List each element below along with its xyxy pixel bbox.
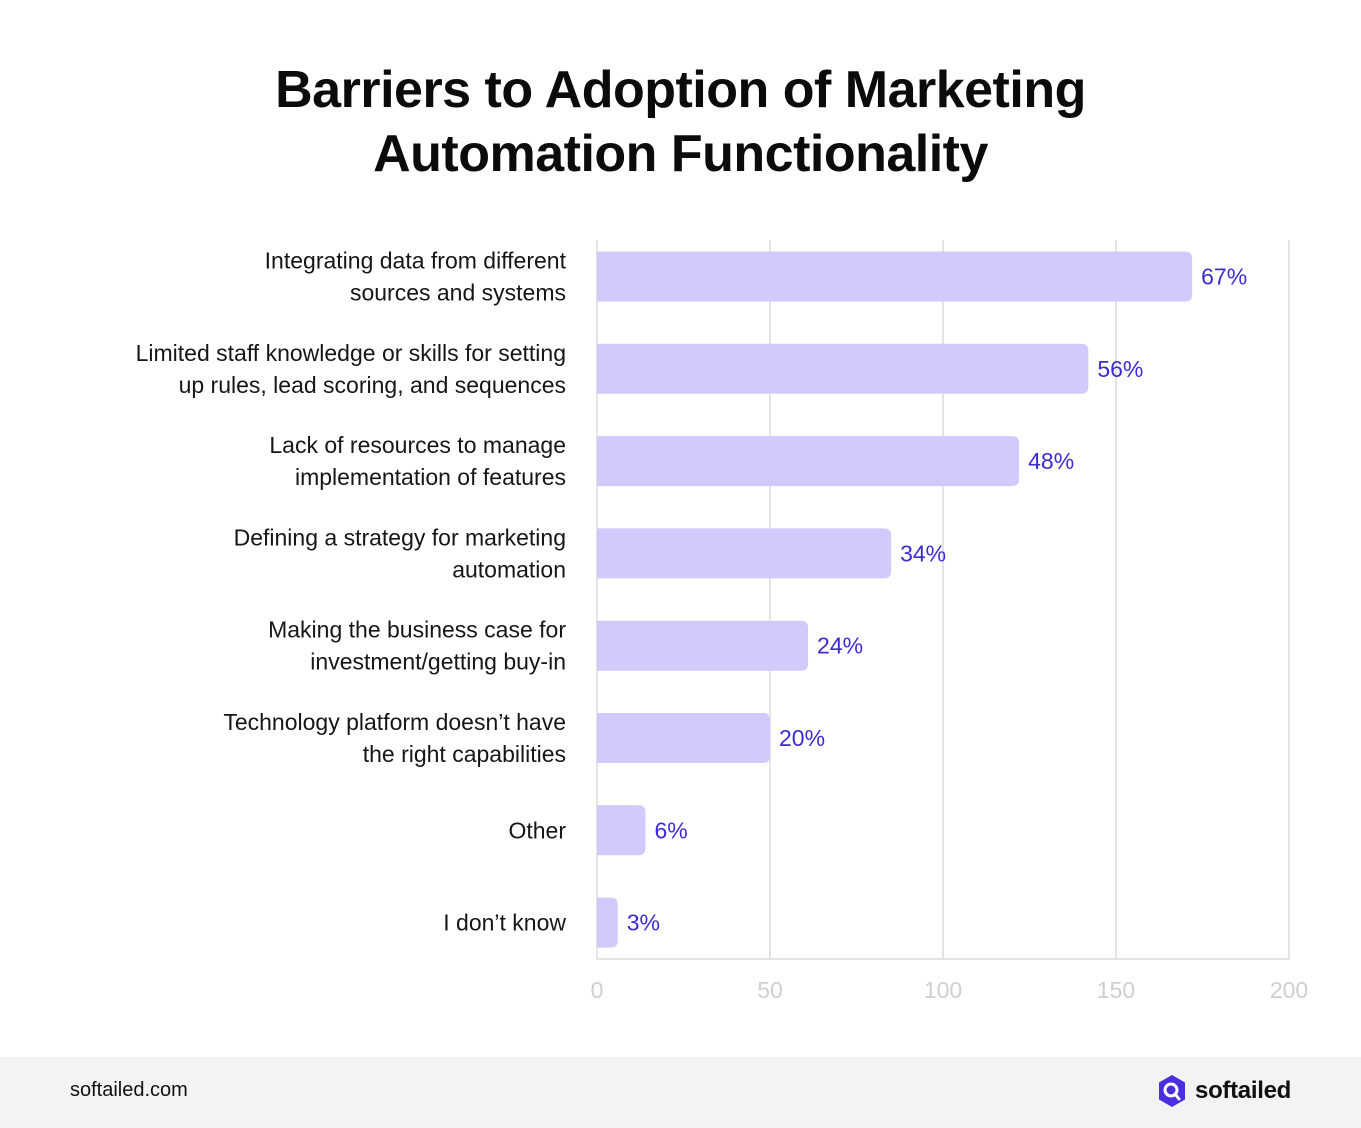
footer: softailed.com softailed bbox=[0, 1057, 1361, 1128]
bar-5 bbox=[597, 620, 809, 671]
bar-3 bbox=[597, 436, 1020, 487]
value-label-7: 6% bbox=[654, 817, 687, 843]
category-label-1-line-2: sources and systems bbox=[350, 280, 566, 306]
category-label-5-line-1: Making the business case for bbox=[268, 617, 566, 643]
category-label-6-line-2: the right capabilities bbox=[363, 741, 566, 767]
brand-logo: softailed bbox=[1157, 1073, 1291, 1109]
value-label-6: 20% bbox=[779, 725, 825, 751]
value-label-8: 3% bbox=[627, 910, 660, 936]
chart-title-line-2: Automation Functionality bbox=[373, 125, 988, 183]
chart-title: Barriers to Adoption of Marketing Automa… bbox=[0, 58, 1361, 186]
category-label-4-line-2: automation bbox=[452, 556, 566, 582]
value-label-1: 67% bbox=[1201, 264, 1247, 290]
category-label-3-line-2: implementation of features bbox=[295, 464, 566, 490]
x-tick-label-0: 0 bbox=[591, 977, 604, 1003]
bar-2 bbox=[597, 343, 1089, 394]
category-label-1-line-1: Integrating data from different bbox=[265, 248, 567, 274]
category-label-6-line-1: Technology platform doesn’t have bbox=[223, 709, 566, 735]
x-tick-label-100: 100 bbox=[924, 977, 962, 1003]
bar-7 bbox=[597, 805, 646, 856]
value-label-5: 24% bbox=[817, 633, 863, 659]
value-label-4: 34% bbox=[900, 540, 946, 566]
site-url: softailed.com bbox=[70, 1079, 188, 1101]
value-label-2: 56% bbox=[1097, 356, 1143, 382]
chart-title-line-1: Barriers to Adoption of Marketing bbox=[275, 61, 1086, 119]
category-label-3-line-1: Lack of resources to manage bbox=[269, 432, 566, 458]
category-label-7-line-1: Other bbox=[508, 817, 566, 843]
softailed-logo-icon bbox=[1159, 1075, 1186, 1107]
bar-1 bbox=[597, 251, 1193, 302]
x-tick-label-50: 50 bbox=[757, 977, 783, 1003]
category-label-8-line-1: I don’t know bbox=[443, 910, 566, 936]
category-label-4-line-1: Defining a strategy for marketing bbox=[234, 524, 566, 550]
category-label-2-line-2: up rules, lead scoring, and sequences bbox=[179, 372, 566, 398]
category-label-2-line-1: Limited staff knowledge or skills for se… bbox=[136, 340, 566, 366]
bar-4 bbox=[597, 528, 892, 579]
category-label-5-line-2: investment/getting buy-in bbox=[310, 649, 566, 675]
brand-name: softailed bbox=[1195, 1077, 1291, 1104]
x-tick-label-200: 200 bbox=[1270, 977, 1308, 1003]
x-tick-label-150: 150 bbox=[1097, 977, 1135, 1003]
bar-chart: 0 50 100 150 200 67% Integrating data from dif… bbox=[136, 240, 1308, 1003]
bar-6 bbox=[597, 713, 770, 763]
value-label-3: 48% bbox=[1028, 448, 1074, 474]
bar-8 bbox=[597, 897, 618, 948]
